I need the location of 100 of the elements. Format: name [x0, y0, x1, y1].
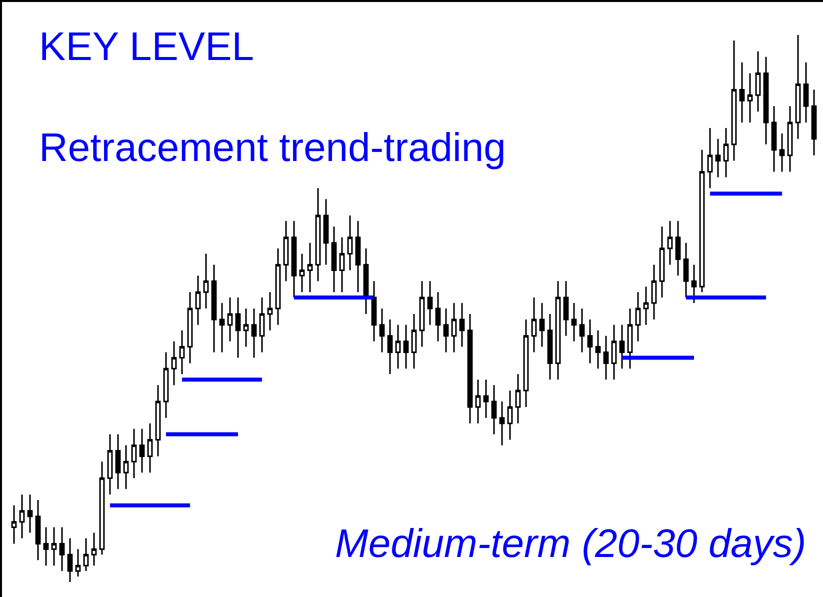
candlestick — [91, 532, 97, 566]
candlestick — [523, 318, 529, 408]
candlestick — [267, 291, 273, 332]
candlestick — [179, 330, 185, 375]
candlestick — [755, 50, 761, 112]
candlestick — [171, 340, 177, 386]
candlestick — [539, 302, 545, 348]
candlestick — [211, 264, 217, 354]
candlestick — [11, 504, 17, 544]
candlestick — [683, 242, 689, 298]
candlestick — [419, 280, 425, 348]
candlestick — [715, 138, 721, 178]
candlestick — [307, 242, 313, 293]
candlestick — [331, 226, 337, 293]
candlestick — [603, 335, 609, 380]
candlestick — [123, 444, 129, 490]
candlestick — [243, 308, 249, 348]
candlestick — [555, 280, 561, 380]
candlestick — [43, 526, 49, 566]
candlestick — [315, 187, 321, 282]
candlestick — [587, 318, 593, 364]
candlestick — [283, 220, 289, 282]
candlestick — [251, 308, 257, 358]
candlestick — [547, 313, 553, 380]
candlestick — [563, 280, 569, 337]
chart-title: KEY LEVEL — [39, 24, 254, 69]
candlestick — [435, 291, 441, 342]
candlestick — [771, 105, 777, 172]
candlestick — [803, 62, 809, 124]
candlestick — [779, 132, 785, 172]
candlestick — [363, 248, 369, 315]
candlestick — [579, 308, 585, 354]
candlestick — [155, 384, 161, 457]
candlestick — [83, 537, 89, 572]
candlestick — [451, 302, 457, 354]
candlestick — [75, 548, 81, 578]
candlestick — [659, 226, 665, 298]
candlestick — [203, 253, 209, 310]
candlestick — [259, 296, 265, 354]
candlestick — [459, 302, 465, 348]
candlestick — [355, 220, 361, 293]
candlestick — [499, 400, 505, 446]
candlestick — [739, 62, 745, 124]
candlestick — [811, 88, 817, 156]
candlestick — [131, 428, 137, 479]
candlestick — [475, 378, 481, 424]
candlestick — [747, 72, 753, 124]
candlestick — [731, 40, 737, 162]
candlestick — [667, 220, 673, 266]
candlestick — [235, 296, 241, 358]
candlestick — [619, 324, 625, 370]
candlestick — [787, 105, 793, 172]
candlestick — [163, 352, 169, 419]
candlestick — [635, 291, 641, 342]
candlestick — [227, 296, 233, 342]
candlestick — [195, 274, 201, 326]
candlestick — [491, 384, 497, 436]
candlestick — [403, 324, 409, 370]
candlestick — [299, 253, 305, 293]
candlestick — [291, 220, 297, 298]
candlestick — [219, 302, 225, 354]
candlestick — [67, 537, 73, 582]
candlestick — [651, 264, 657, 320]
candlestick — [531, 296, 537, 354]
candlestick — [723, 127, 729, 178]
candlestick — [443, 308, 449, 354]
candlestick — [763, 56, 769, 146]
candlestick — [107, 434, 113, 496]
candlestick — [187, 291, 193, 364]
candlestick — [339, 236, 345, 293]
candlestick — [35, 499, 41, 561]
candlestick — [379, 308, 385, 354]
candlestick — [115, 434, 121, 490]
candlestick — [427, 280, 433, 326]
candlestick — [411, 313, 417, 370]
candlestick — [99, 460, 105, 556]
candlestick — [275, 248, 281, 326]
candlestick — [675, 220, 681, 276]
candlestick — [347, 214, 353, 271]
candlestick — [643, 286, 649, 326]
candlestick — [515, 373, 521, 424]
candlestick — [507, 390, 513, 441]
candlestick — [139, 428, 145, 474]
candlestick — [27, 494, 33, 534]
candlestick — [627, 308, 633, 370]
candlestick — [699, 149, 705, 293]
candlestick — [483, 378, 489, 419]
candlestick — [387, 318, 393, 375]
candlestick — [59, 526, 65, 572]
annotation: Medium-term (20-30 days) — [335, 522, 806, 566]
candlestick — [323, 198, 329, 266]
candlestick — [707, 127, 713, 189]
candlestick — [595, 330, 601, 370]
candlestick — [611, 324, 617, 380]
candlestick — [395, 324, 401, 370]
candlestick — [571, 302, 577, 342]
candlestick — [795, 35, 801, 140]
candlestick — [19, 494, 25, 539]
candlestick — [51, 526, 57, 566]
candlestick — [467, 313, 473, 424]
